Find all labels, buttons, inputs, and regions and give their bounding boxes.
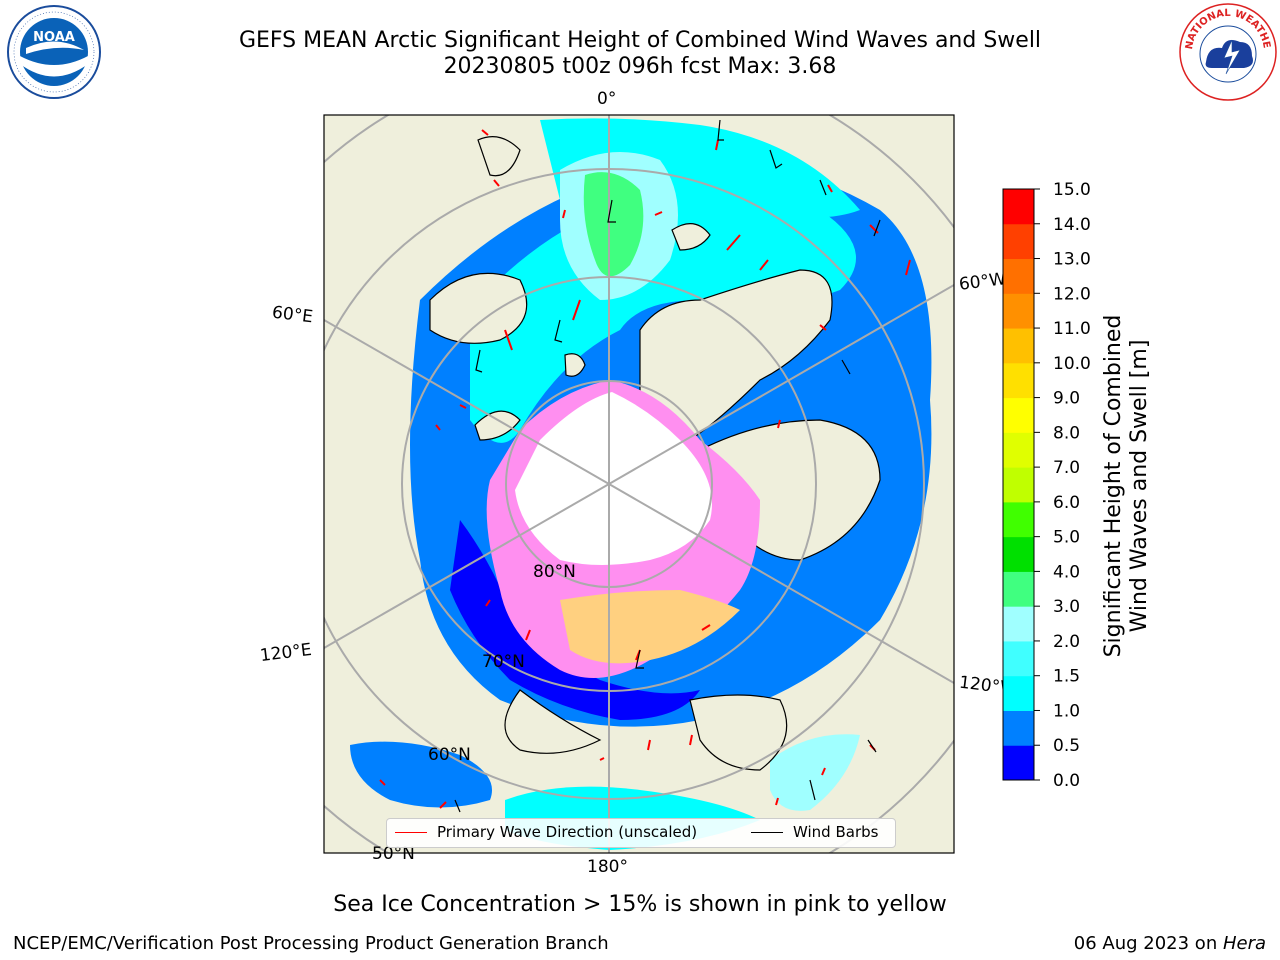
colorbar-frame: [1002, 188, 1035, 781]
chart-subtitle-run: 20230805 t00z 096h fcst Max: 3.68: [443, 54, 837, 79]
graticule: [324, 115, 954, 853]
noaa-logo-text: NOAA: [33, 30, 75, 45]
colorbar-tick-label: 3.0: [1053, 597, 1080, 617]
colorbar-block: [1003, 536, 1034, 572]
colorbar-block: [1003, 606, 1034, 642]
map-legend: Primary Wave Direction (unscaled) Wind B…: [386, 818, 896, 848]
land-uk: [477, 136, 521, 177]
colorbar-block: [1003, 362, 1034, 399]
lat-label-50n: 50°N: [372, 844, 415, 864]
noaa-logo: NOAA: [6, 4, 102, 100]
footer-date-text: 06 Aug 2023 on: [1073, 933, 1223, 954]
ice-interior: [515, 392, 712, 565]
colorbar-block: [1003, 328, 1034, 364]
footer-branch: NCEP/EMC/Verification Post Processing Pr…: [13, 933, 609, 954]
land-iceland: [671, 223, 711, 251]
land-russia-east: [504, 689, 602, 754]
colorbar-tick-label: 9.0: [1053, 389, 1080, 409]
colorbar-tick-label: 10.0: [1053, 354, 1091, 374]
colorbar-tick-label: 15.0: [1053, 180, 1091, 200]
chart-title: GEFS MEAN Arctic Significant Height of C…: [238, 28, 1042, 53]
colorbar-block: [1003, 223, 1034, 260]
primary-wave-legend-line: [395, 832, 427, 833]
primary-wave-legend-label: Primary Wave Direction (unscaled): [437, 823, 698, 841]
colorbar-tick-label: 11.0: [1053, 319, 1091, 339]
footer-date: 06 Aug 2023 on Hera: [1074, 933, 1266, 954]
colorbar-block: [1003, 571, 1034, 607]
colorbar-block: [1003, 501, 1034, 538]
colorbar-block: [1003, 258, 1034, 294]
colorbar-tick-label: 8.0: [1053, 423, 1080, 443]
wave-region-pacific-east: [770, 734, 860, 811]
colorbar-block: [1003, 640, 1034, 677]
lon-label-0: 0°: [597, 89, 617, 109]
map-frame: [323, 114, 955, 854]
sea-ice-note: Sea Ice Concentration > 15% is shown in …: [333, 892, 947, 917]
colorbar-block: [1003, 432, 1034, 468]
colorbar-tick-label: 6.0: [1053, 493, 1080, 513]
colorbar-block: [1003, 397, 1034, 433]
lat-label-60n: 60°N: [428, 745, 471, 765]
colorbar-tick-label: 13.0: [1053, 250, 1091, 270]
colorbar-tick-label: 1.5: [1053, 667, 1080, 687]
colorbar-tick-label: 0.0: [1053, 771, 1080, 791]
wave-region-0.5: [450, 520, 700, 720]
wind-barbs: [454, 119, 881, 813]
colorbar-block: [1003, 189, 1034, 225]
footer-host: Hera: [1222, 933, 1266, 954]
land-svalbard: [564, 353, 586, 377]
wave-direction-arrows: [379, 129, 911, 809]
wave-region-3.0: [583, 172, 644, 277]
colorbar-block: [1003, 745, 1034, 781]
lat-label-70n: 70°N: [482, 652, 525, 672]
colorbar-tick-label: 5.0: [1053, 528, 1080, 548]
colorbar-tick-label: 2.0: [1053, 632, 1080, 652]
colorbar-tick-label: 14.0: [1053, 215, 1091, 235]
colorbar-label-line2: Wind Waves and Swell [m]: [1127, 339, 1152, 633]
land-novaya-zemlya: [474, 410, 521, 441]
colorbar-tick-label: 0.5: [1053, 736, 1080, 756]
colorbar-block: [1003, 675, 1034, 711]
colorbar-tick-label: 1.0: [1053, 701, 1080, 721]
lon-label-180: 180°: [587, 857, 628, 877]
colorbar-block: [1003, 710, 1034, 746]
sea-ice: [486, 380, 760, 678]
colorbar-tick-label: 7.0: [1053, 458, 1080, 478]
colorbar-tick-label: 4.0: [1053, 562, 1080, 582]
lat-label-80n: 80°N: [533, 562, 576, 582]
land-alaska: [689, 694, 788, 771]
wind-barbs-legend-label: Wind Barbs: [793, 823, 879, 841]
colorbar-block: [1003, 293, 1034, 329]
nws-logo: NATIONAL WEATHER SERVICE: [1174, 0, 1278, 102]
colorbar-label-line1: Significant Height of Combined: [1101, 314, 1126, 658]
colorbar-tick-label: 12.0: [1053, 284, 1091, 304]
wind-barbs-legend-line: [751, 832, 783, 833]
colorbar-block: [1003, 467, 1034, 503]
ice-yellow-zone: [560, 590, 740, 664]
wave-region-pacific: [350, 741, 492, 808]
